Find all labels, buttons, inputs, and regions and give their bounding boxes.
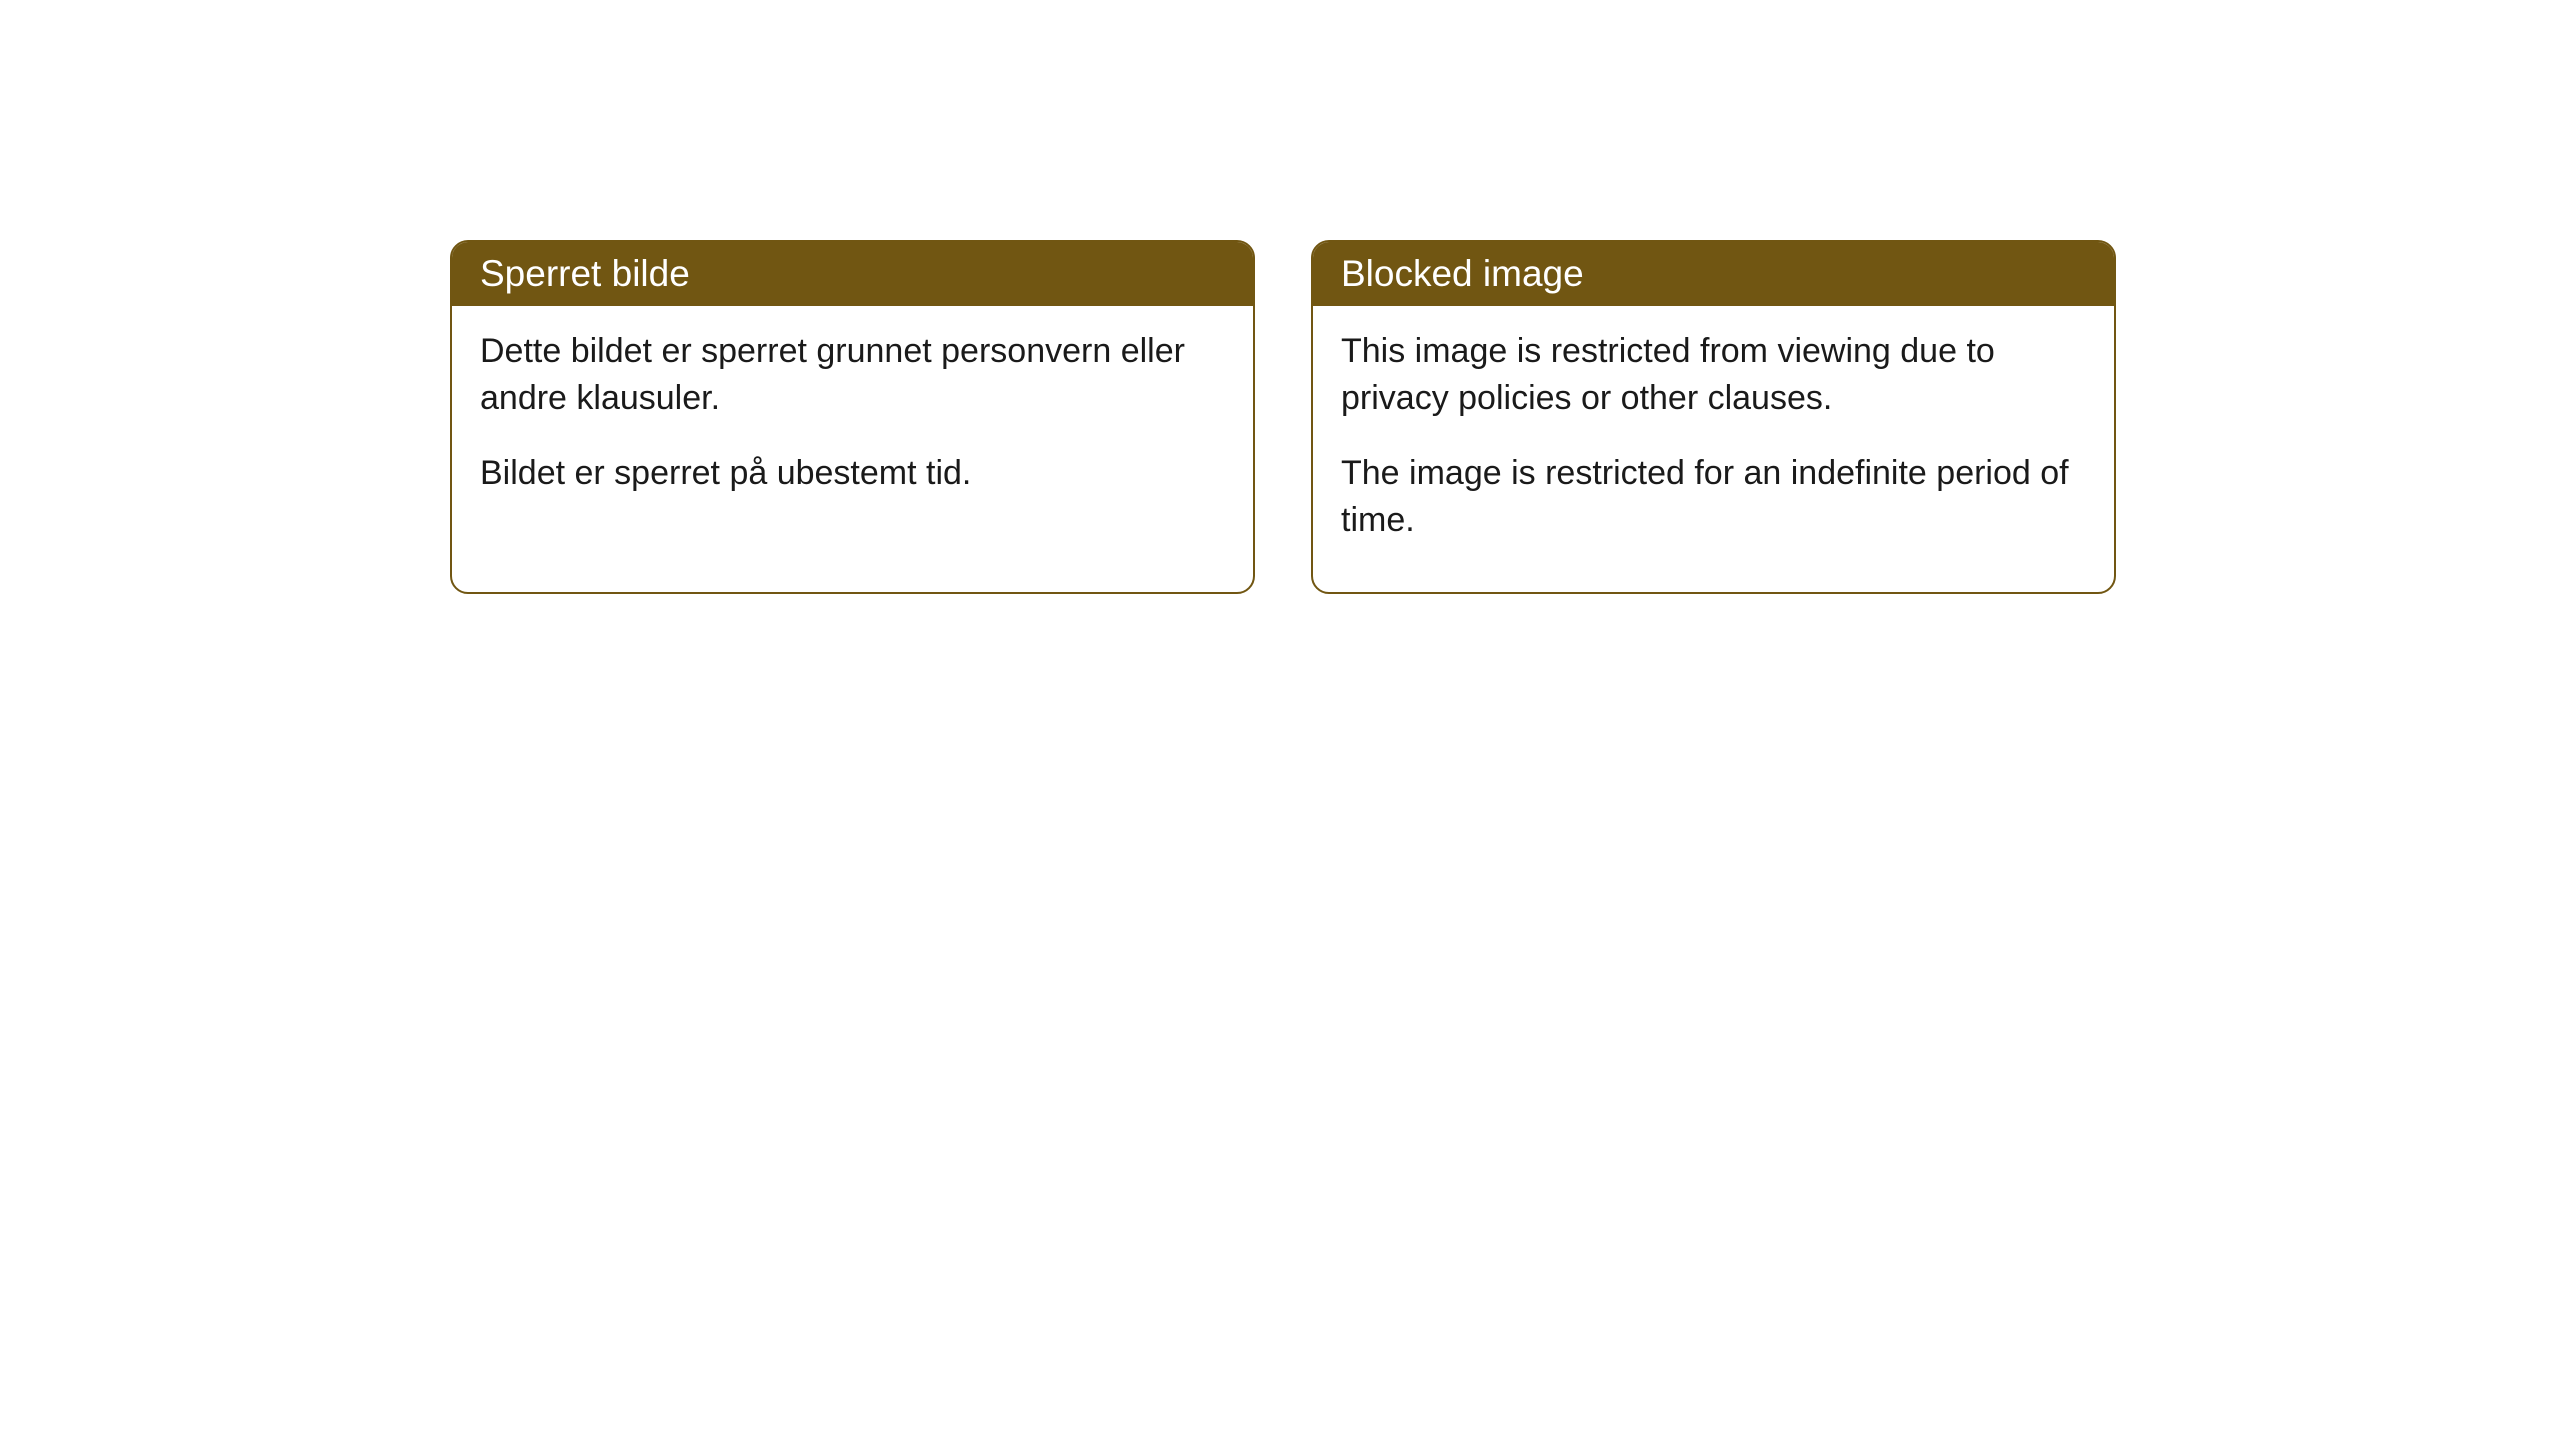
notice-card-norwegian: Sperret bilde Dette bildet er sperret gr… [450, 240, 1255, 594]
card-text-line-2: Bildet er sperret på ubestemt tid. [480, 450, 1225, 497]
card-title: Blocked image [1341, 253, 1584, 294]
card-text-line-1: Dette bildet er sperret grunnet personve… [480, 328, 1225, 422]
card-body: Dette bildet er sperret grunnet personve… [452, 306, 1253, 545]
card-header: Blocked image [1313, 242, 2114, 306]
card-title: Sperret bilde [480, 253, 690, 294]
card-text-line-1: This image is restricted from viewing du… [1341, 328, 2086, 422]
notice-cards-container: Sperret bilde Dette bildet er sperret gr… [450, 240, 2560, 594]
notice-card-english: Blocked image This image is restricted f… [1311, 240, 2116, 594]
card-text-line-2: The image is restricted for an indefinit… [1341, 450, 2086, 544]
card-body: This image is restricted from viewing du… [1313, 306, 2114, 592]
card-header: Sperret bilde [452, 242, 1253, 306]
